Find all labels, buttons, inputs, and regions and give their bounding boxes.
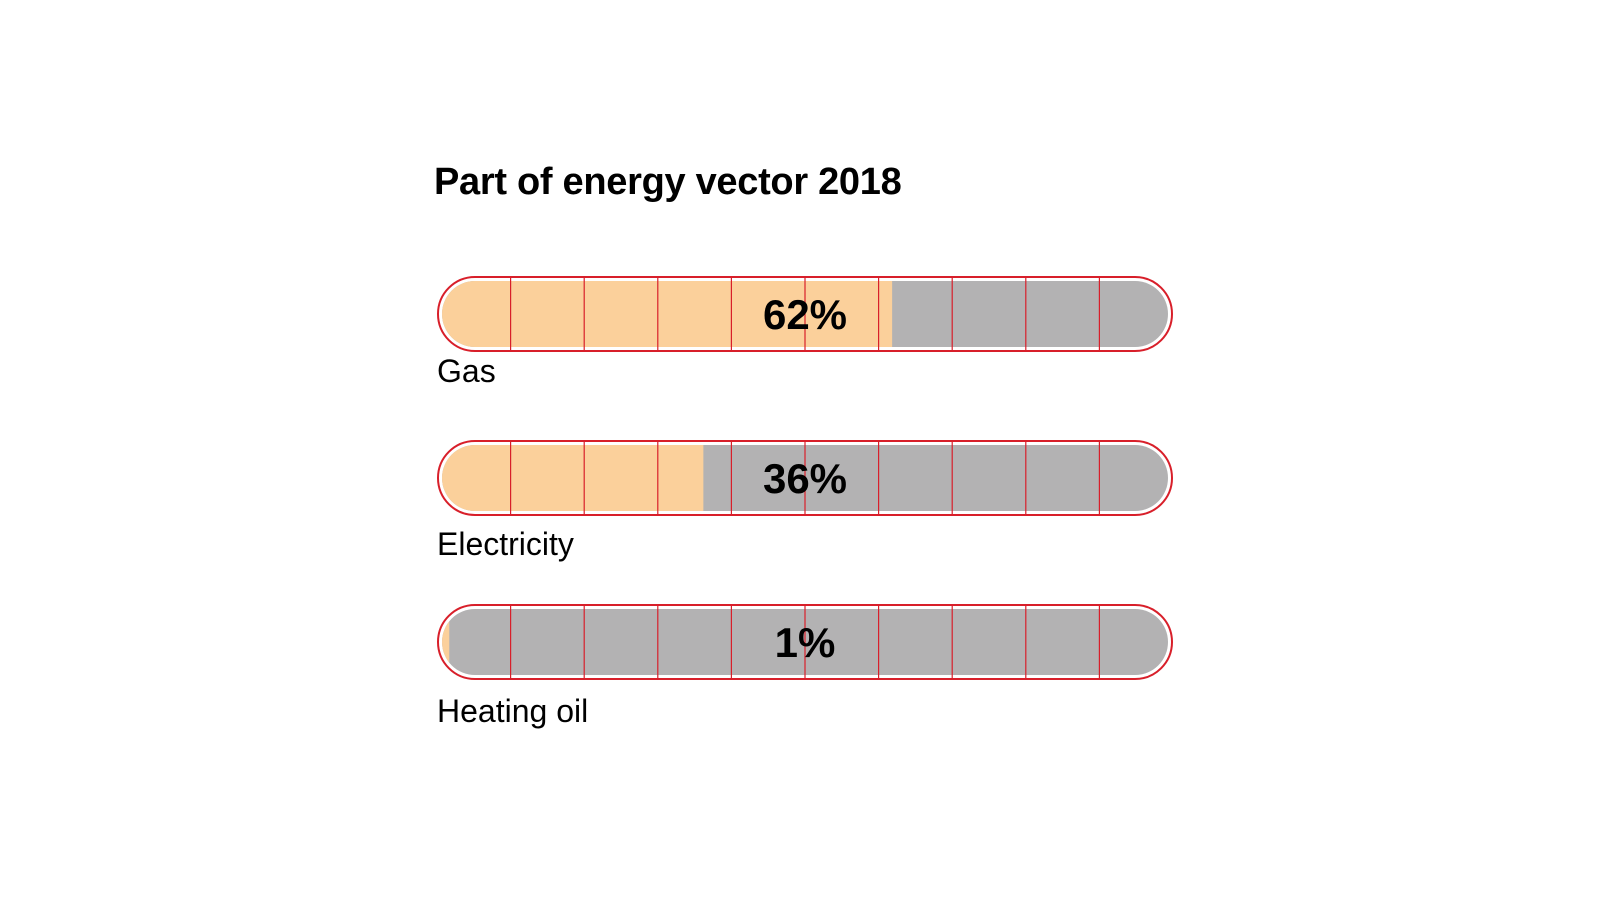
bar-group-2: 1% Heating oil [437, 604, 1173, 729]
category-label: Heating oil [437, 693, 588, 729]
bar-group-1: 36% Electricity [437, 440, 1173, 562]
category-label: Electricity [437, 526, 574, 562]
bar-outline [437, 276, 1173, 352]
bar-value-label: 1% [775, 619, 836, 666]
bar-value-label: 36% [763, 455, 847, 502]
bar-fill [442, 445, 704, 511]
bar-group-0: 62% Gas [437, 276, 1173, 389]
bar-value-label: 62% [763, 291, 847, 338]
bar-outline [437, 604, 1173, 680]
chart-title: Part of energy vector 2018 [434, 161, 902, 203]
bar-outline [437, 440, 1173, 516]
bar-fill [442, 609, 450, 675]
category-label: Gas [437, 353, 496, 389]
bar-fill [442, 281, 893, 347]
